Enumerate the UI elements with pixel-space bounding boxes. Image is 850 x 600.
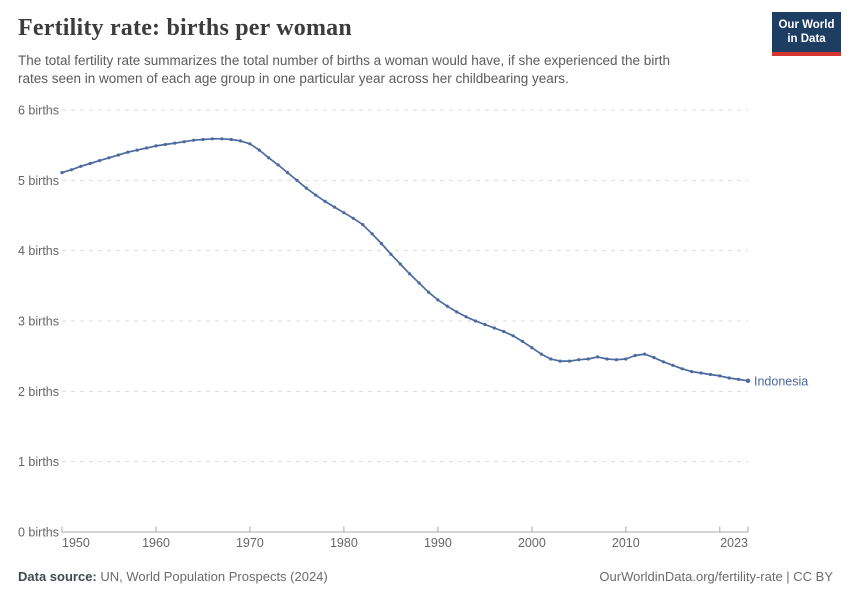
svg-text:2023: 2023 (720, 536, 748, 550)
svg-text:1960: 1960 (142, 536, 170, 550)
logo-line-1: Our World (778, 19, 835, 31)
subtitle-line-2: rates seen in women of each age group in… (18, 70, 569, 86)
svg-text:1950: 1950 (62, 536, 90, 550)
data-source-value: UN, World Population Prospects (2024) (100, 569, 328, 584)
svg-text:6 births: 6 births (18, 104, 59, 118)
svg-text:1990: 1990 (424, 536, 452, 550)
subtitle-line-1: The total fertility rate summarizes the … (18, 53, 671, 68)
logo-line-2: in Data (787, 32, 826, 45)
svg-text:1970: 1970 (236, 536, 264, 550)
svg-text:3 births: 3 births (18, 315, 59, 329)
svg-text:4 births: 4 births (18, 244, 59, 258)
svg-text:2010: 2010 (612, 536, 640, 550)
chart-url-link[interactable]: OurWorldinData.org/fertility-rate | CC B… (599, 569, 833, 584)
fertility-line-chart: 0 births 1 births 2 births 3 births 4 births… (18, 104, 808, 551)
svg-text:Indonesia: Indonesia (754, 374, 808, 388)
svg-text:2 births: 2 births (18, 385, 59, 399)
svg-text:0 births: 0 births (18, 526, 59, 540)
page-title: Fertility rate: births per woman (18, 15, 352, 41)
svg-text:5 births: 5 births (18, 174, 59, 188)
owid-logo[interactable]: Our World in Data (772, 12, 841, 56)
data-source-label: Data source: (18, 569, 97, 584)
svg-text:1 births: 1 births (18, 455, 59, 469)
data-source-line: Data source: UN, World Population Prospe… (18, 569, 328, 584)
svg-text:1980: 1980 (330, 536, 358, 550)
svg-text:2000: 2000 (518, 536, 546, 550)
chart-subtitle: The total fertility rate summarizes the … (18, 52, 670, 87)
